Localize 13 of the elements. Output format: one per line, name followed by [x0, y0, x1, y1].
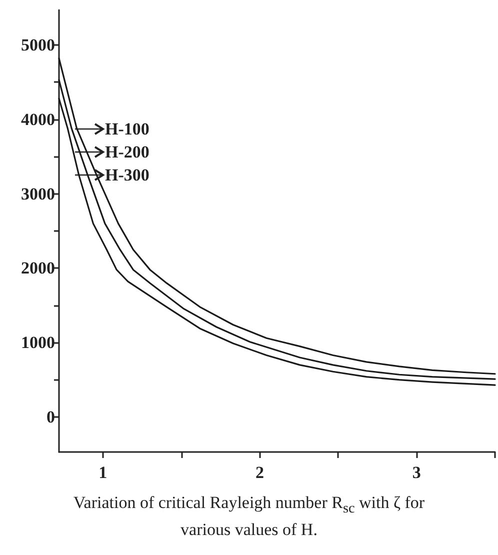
annotation: H-200	[105, 142, 150, 162]
annotation: H-100	[105, 120, 150, 138]
y-tick-label: 5000	[21, 35, 55, 54]
x-tick-label: 3	[412, 463, 421, 482]
annotation: H-300	[105, 166, 150, 184]
text: Variation of critical Rayleigh number R$_{sc}$ with ζ for various values of H.	[73, 493, 425, 540]
y-tick-label: 3000	[21, 184, 55, 204]
y-tick-label: 1000	[21, 333, 55, 352]
y-tick-label: 2000	[21, 258, 55, 278]
x-tick-label: 2	[256, 463, 264, 482]
x-tick-label: 1	[98, 463, 108, 482]
y-tick-label: 4000	[21, 110, 55, 129]
y-tick-label: 0	[46, 408, 55, 427]
